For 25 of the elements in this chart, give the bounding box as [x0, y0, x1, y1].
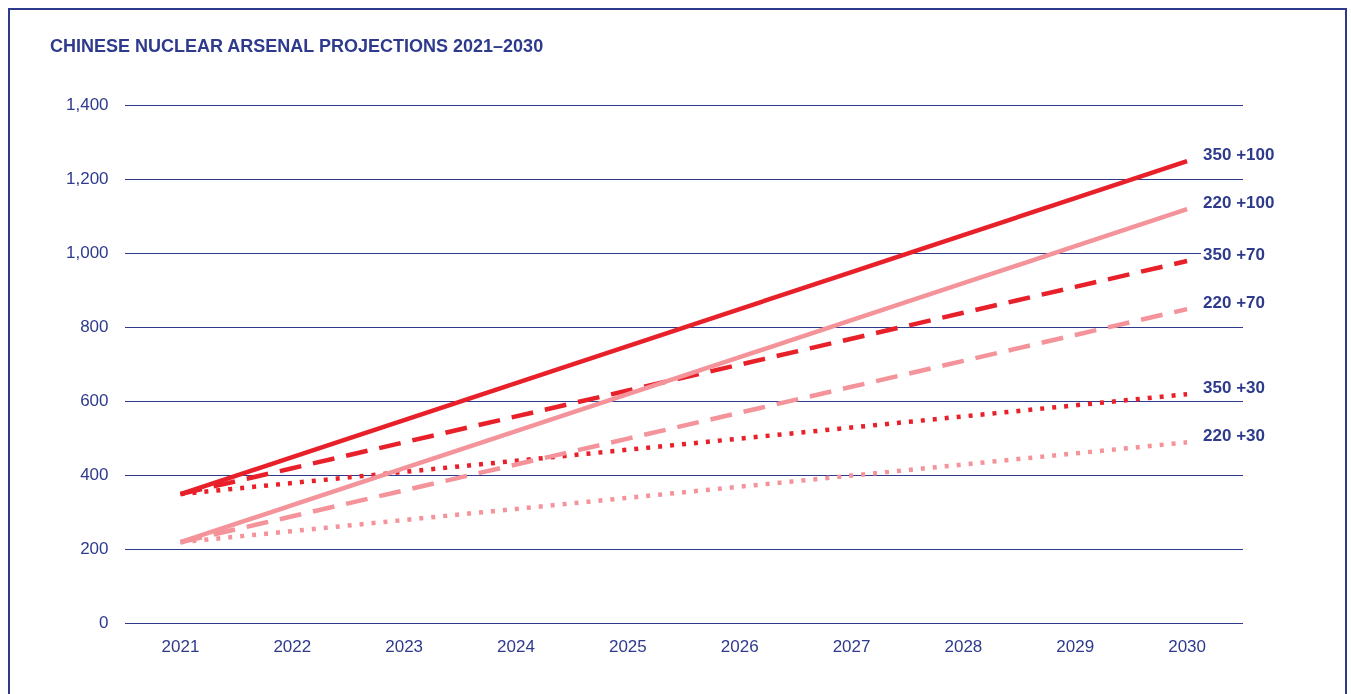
series-label: 350 +70	[1203, 244, 1266, 264]
x-tick-label: 2024	[497, 637, 535, 657]
series-label: 350 +100	[1203, 144, 1275, 164]
series-label: 350 +30	[1203, 377, 1266, 397]
y-tick-label: 800	[80, 317, 109, 337]
y-tick-label: 1,000	[65, 243, 109, 263]
series-label: 220 +30	[1203, 425, 1266, 445]
y-tick-label: 1,200	[65, 169, 109, 189]
x-tick-label: 2025	[608, 637, 647, 657]
x-tick-label: 2030	[1168, 637, 1206, 657]
series-label: 220 +100	[1203, 192, 1275, 212]
x-tick-label: 2028	[944, 637, 983, 657]
x-tick-label: 2027	[832, 637, 871, 657]
y-tick-label: 400	[80, 465, 109, 485]
x-tick-label: 2022	[273, 637, 312, 657]
y-tick-label: 200	[80, 539, 109, 559]
y-tick-label: 600	[80, 391, 109, 411]
series-label: 220 +70	[1203, 292, 1266, 312]
x-tick-label: 2029	[1056, 637, 1095, 657]
y-tick-label: 0	[99, 613, 109, 633]
x-tick-label: 2021	[161, 637, 200, 657]
x-tick-label: 2023	[385, 637, 424, 657]
x-tick-label: 2026	[720, 637, 759, 657]
chart-title: CHINESE NUCLEAR ARSENAL PROJECTIONS 2021–2030	[50, 35, 544, 56]
y-tick-label: 1,400	[65, 95, 109, 115]
